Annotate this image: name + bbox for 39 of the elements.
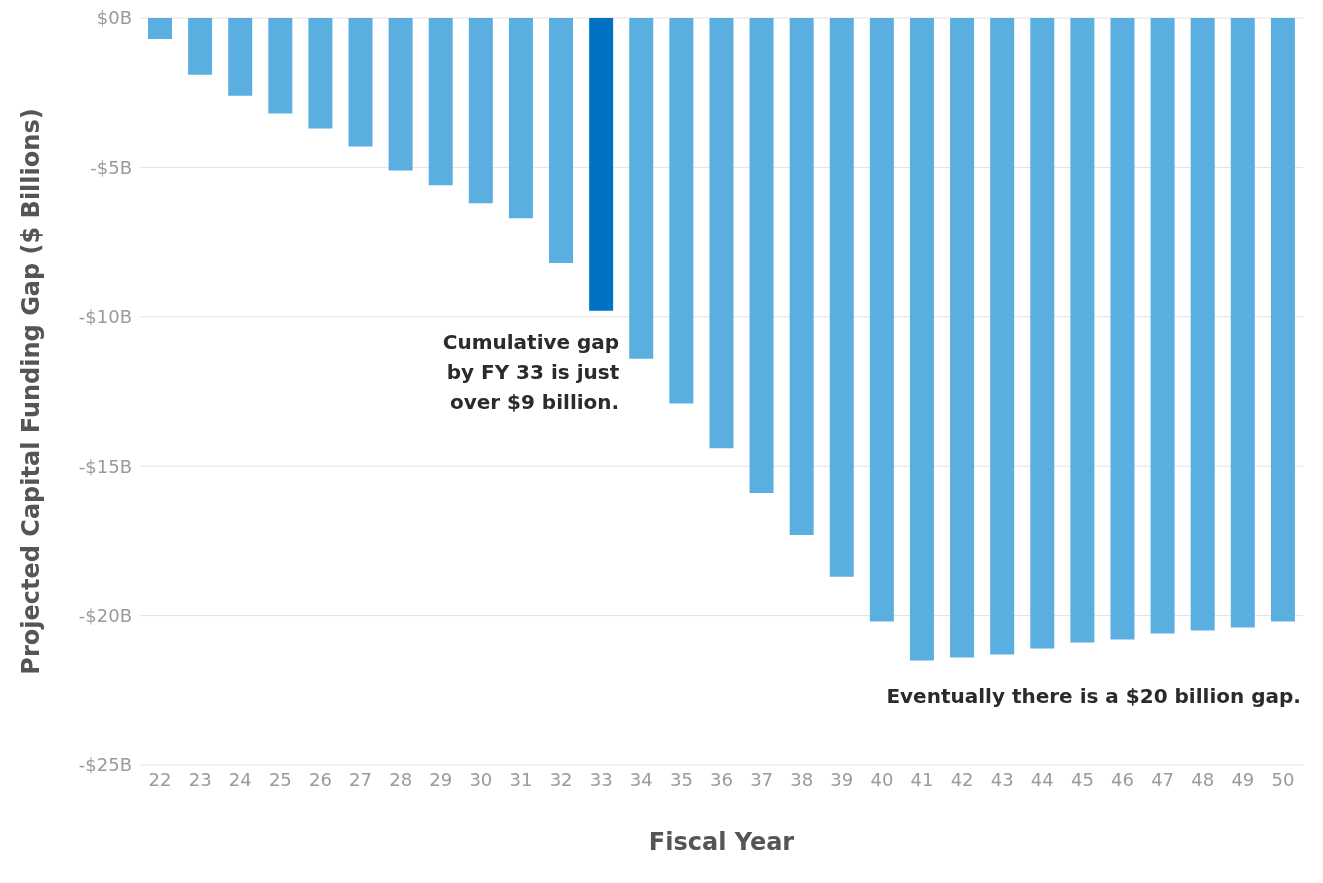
y-axis-title: Projected Capital Funding Gap ($ Billions) bbox=[16, 108, 45, 675]
y-tick-label: -$5B bbox=[90, 156, 132, 178]
y-tick-label: $0B bbox=[96, 7, 132, 29]
x-tick-label: 49 bbox=[1231, 768, 1255, 790]
x-tick-label: 23 bbox=[188, 768, 212, 790]
x-tick-label: 27 bbox=[349, 768, 373, 790]
x-tick-label: 31 bbox=[509, 768, 533, 790]
x-tick-label: 40 bbox=[870, 768, 894, 790]
x-tick-label: 24 bbox=[228, 768, 252, 790]
x-tick-label: 26 bbox=[309, 768, 332, 790]
x-tick-label: 47 bbox=[1151, 768, 1175, 790]
x-tick-label: 34 bbox=[629, 768, 653, 790]
x-tick-label: 37 bbox=[750, 768, 774, 790]
x-tick-label: 50 bbox=[1271, 768, 1295, 790]
x-tick-label: 22 bbox=[148, 768, 172, 790]
x-tick-label: 43 bbox=[990, 768, 1014, 790]
x-tick-label: 39 bbox=[830, 768, 854, 790]
x-tick-label: 25 bbox=[268, 768, 292, 790]
x-tick-label: 36 bbox=[710, 768, 733, 790]
x-tick-label: 42 bbox=[950, 768, 974, 790]
y-tick-label: -$15B bbox=[78, 455, 132, 477]
x-tick-label: 30 bbox=[469, 768, 493, 790]
x-tick-label: 45 bbox=[1070, 768, 1094, 790]
y-tick-label: -$20B bbox=[78, 604, 132, 626]
x-tick-label: 44 bbox=[1030, 768, 1054, 790]
annotation: Eventually there is a $20 billion gap. bbox=[886, 684, 1301, 708]
x-tick-label: 29 bbox=[429, 768, 453, 790]
y-tick-label: -$25B bbox=[78, 754, 132, 776]
x-tick-label: 35 bbox=[669, 768, 693, 790]
annotation: Cumulative gap by FY 33 is just over $9 billion. bbox=[442, 329, 620, 414]
x-tick-label: 41 bbox=[910, 768, 934, 790]
x-tick-label: 46 bbox=[1111, 768, 1134, 790]
x-tick-label: 28 bbox=[389, 768, 413, 790]
x-tick-label: 48 bbox=[1191, 768, 1215, 790]
x-tick-label: 32 bbox=[549, 768, 573, 790]
x-axis-title: Fiscal Year bbox=[648, 828, 795, 856]
x-tick-label: 33 bbox=[589, 768, 613, 790]
x-tick-label: 38 bbox=[790, 768, 814, 790]
y-tick-label: -$10B bbox=[78, 306, 132, 328]
